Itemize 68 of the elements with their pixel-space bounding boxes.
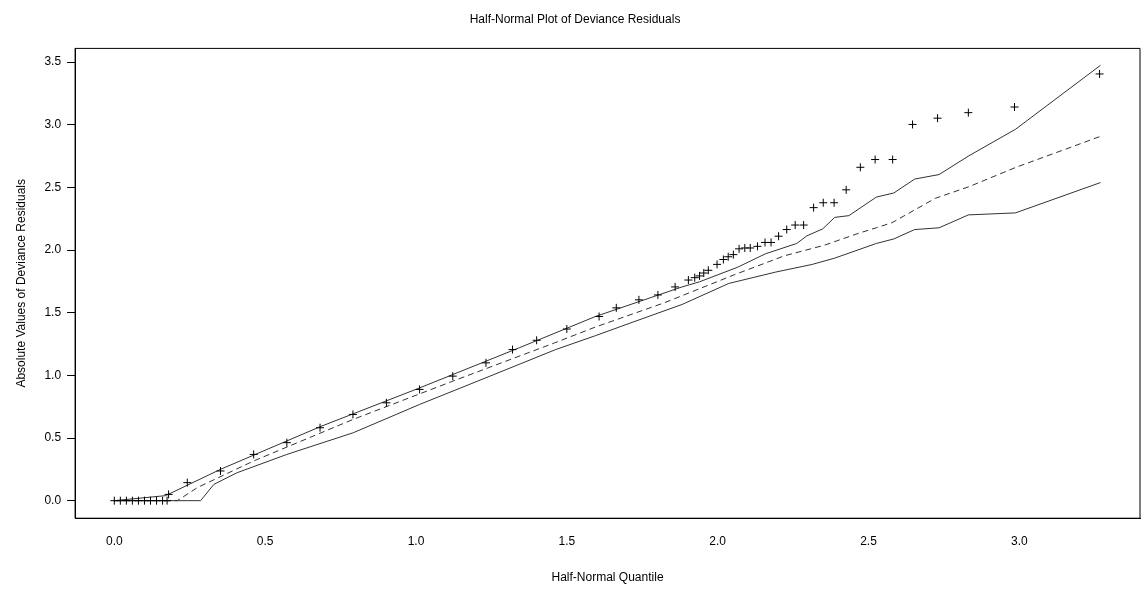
chart-title: Half-Normal Plot of Deviance Residuals bbox=[469, 11, 681, 26]
x-tick-label: 1.5 bbox=[558, 533, 576, 548]
y-tick-label: 0.5 bbox=[44, 430, 62, 445]
point bbox=[683, 275, 693, 285]
point bbox=[162, 496, 172, 506]
point bbox=[348, 409, 358, 419]
point bbox=[745, 243, 755, 253]
point bbox=[182, 478, 192, 488]
x-tick-label: 0.5 bbox=[256, 533, 274, 548]
point bbox=[611, 303, 621, 313]
point bbox=[752, 241, 762, 251]
point bbox=[841, 185, 851, 195]
point bbox=[712, 259, 722, 269]
y-tick-label: 3.0 bbox=[44, 117, 62, 132]
point bbox=[870, 155, 880, 165]
point bbox=[282, 438, 292, 448]
point bbox=[1010, 102, 1019, 112]
point bbox=[809, 203, 819, 213]
y-axis-title: Absolute Values of Deviance Residuals bbox=[13, 179, 28, 388]
point bbox=[670, 282, 680, 292]
point bbox=[249, 449, 259, 459]
point bbox=[1095, 69, 1105, 79]
point bbox=[315, 423, 325, 433]
point bbox=[415, 384, 425, 394]
point bbox=[703, 265, 713, 275]
point bbox=[562, 324, 572, 334]
point bbox=[829, 198, 839, 208]
point bbox=[532, 335, 542, 345]
point bbox=[888, 155, 898, 165]
point bbox=[766, 237, 776, 247]
point bbox=[381, 398, 391, 408]
point bbox=[695, 271, 705, 281]
point bbox=[728, 250, 738, 260]
y-tick-label: 0.0 bbox=[44, 492, 62, 507]
y-tick-label: 1.5 bbox=[44, 305, 62, 320]
point bbox=[653, 290, 663, 300]
point bbox=[933, 113, 943, 123]
y-tick-label: 3.5 bbox=[44, 54, 62, 69]
point bbox=[818, 198, 828, 208]
y-tick-label: 2.0 bbox=[44, 242, 62, 257]
point bbox=[508, 345, 518, 355]
point bbox=[634, 295, 644, 305]
point bbox=[760, 237, 770, 247]
point bbox=[448, 371, 458, 381]
point bbox=[963, 108, 973, 118]
point bbox=[855, 162, 865, 172]
point bbox=[718, 255, 728, 264]
point bbox=[790, 220, 800, 230]
point bbox=[699, 268, 709, 278]
point bbox=[908, 119, 918, 129]
point bbox=[481, 358, 491, 368]
point bbox=[799, 220, 809, 230]
point bbox=[594, 312, 604, 321]
x-tick-label: 2.5 bbox=[860, 533, 878, 548]
x-tick-label: 0.0 bbox=[105, 533, 123, 548]
x-tick-label: 3.0 bbox=[1010, 533, 1028, 548]
point bbox=[774, 231, 784, 241]
point bbox=[782, 225, 792, 235]
y-tick-label: 2.5 bbox=[44, 179, 62, 194]
x-axis-title: Half-Normal Quantile bbox=[551, 570, 664, 585]
y-tick-label: 1.0 bbox=[44, 367, 62, 382]
point bbox=[215, 466, 225, 476]
point bbox=[734, 244, 744, 254]
point bbox=[164, 489, 174, 499]
x-tick-label: 2.0 bbox=[709, 533, 727, 548]
point bbox=[723, 252, 733, 262]
point bbox=[690, 273, 700, 283]
x-tick-label: 1.0 bbox=[407, 533, 425, 548]
